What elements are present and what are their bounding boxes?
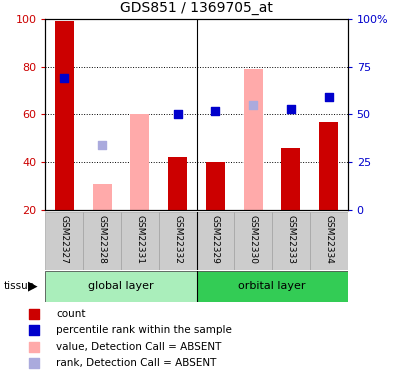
Bar: [272, 212, 310, 270]
Point: [250, 102, 256, 108]
Bar: [130, 114, 149, 210]
Bar: [197, 271, 348, 302]
Text: GSM22334: GSM22334: [324, 215, 333, 264]
Bar: [310, 212, 348, 270]
Text: GSM22328: GSM22328: [98, 215, 107, 264]
Bar: [319, 122, 338, 210]
Text: rank, Detection Call = ABSENT: rank, Detection Call = ABSENT: [56, 358, 216, 368]
Text: percentile rank within the sample: percentile rank within the sample: [56, 325, 232, 335]
Bar: [83, 212, 121, 270]
Text: tissue: tissue: [4, 281, 35, 291]
Bar: [45, 271, 197, 302]
Bar: [55, 21, 74, 210]
Text: value, Detection Call = ABSENT: value, Detection Call = ABSENT: [56, 342, 222, 352]
Bar: [45, 212, 83, 270]
Point: [31, 344, 38, 350]
Bar: [121, 212, 159, 270]
Bar: [197, 212, 234, 270]
Title: GDS851 / 1369705_at: GDS851 / 1369705_at: [120, 1, 273, 15]
Text: GSM22333: GSM22333: [286, 215, 295, 264]
Point: [31, 311, 38, 317]
Text: orbital layer: orbital layer: [238, 281, 306, 291]
Bar: [168, 158, 187, 210]
Bar: [93, 184, 111, 210]
Point: [99, 142, 105, 148]
Text: count: count: [56, 309, 86, 319]
Text: global layer: global layer: [88, 281, 154, 291]
Bar: [206, 162, 225, 210]
Point: [31, 327, 38, 333]
Point: [288, 106, 294, 112]
Text: GSM22332: GSM22332: [173, 215, 182, 264]
Bar: [282, 148, 300, 210]
Text: ▶: ▶: [28, 280, 38, 293]
Bar: [234, 212, 272, 270]
Point: [31, 360, 38, 366]
Text: GSM22329: GSM22329: [211, 215, 220, 264]
Text: GSM22327: GSM22327: [60, 215, 69, 264]
Bar: [244, 69, 263, 210]
Point: [175, 111, 181, 117]
Bar: [159, 212, 197, 270]
Text: GSM22331: GSM22331: [135, 215, 144, 264]
Point: [61, 75, 68, 81]
Text: GSM22330: GSM22330: [249, 215, 258, 264]
Point: [325, 94, 332, 100]
Point: [212, 108, 218, 114]
